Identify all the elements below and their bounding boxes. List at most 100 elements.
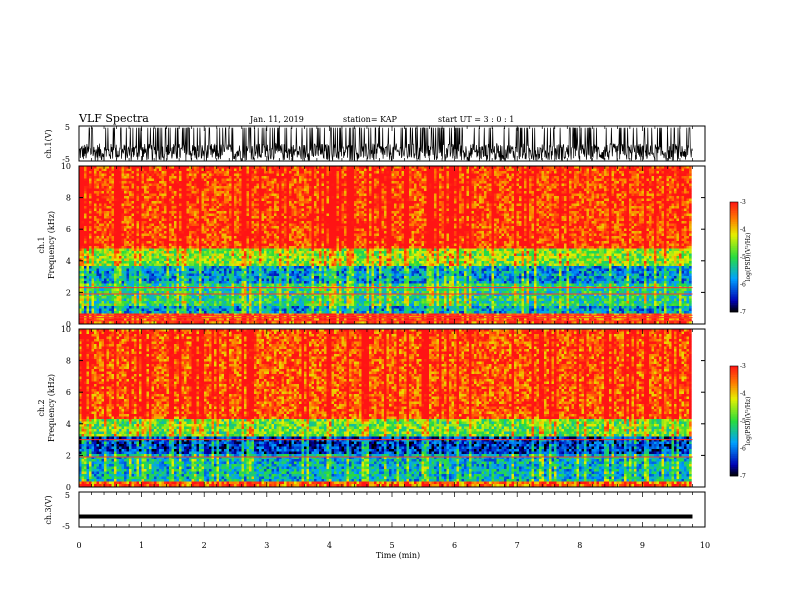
spectrogram-cell	[249, 293, 252, 297]
spectrogram-cell	[156, 233, 160, 237]
spectrogram-cell	[214, 293, 217, 297]
spectrogram-cell	[84, 278, 87, 282]
spectrogram-cell	[154, 303, 157, 307]
spectrogram-cell	[269, 211, 272, 214]
spectrogram-cell	[199, 171, 202, 174]
spectrogram-cell	[259, 273, 262, 277]
spectrogram-cell	[189, 193, 192, 197]
spectrogram-cell	[221, 253, 225, 257]
spectrogram-cell	[259, 281, 262, 284]
spectrogram-cell	[111, 276, 115, 279]
spectrogram-cell	[109, 178, 112, 182]
spectrogram-cell	[151, 171, 155, 174]
spectrogram-cell	[221, 188, 225, 192]
spectrogram-cell	[131, 203, 135, 207]
spectrogram-cell	[236, 273, 240, 277]
spectrogram-cell	[184, 271, 187, 274]
spectrogram-cell	[239, 206, 242, 209]
spectrogram-cell	[184, 253, 187, 257]
spectrogram-cell	[189, 171, 192, 174]
spectrogram-cell	[231, 281, 235, 284]
spectrogram-cell	[106, 291, 110, 294]
spectrogram-cell	[114, 228, 117, 232]
spectrogram-cell	[251, 203, 255, 207]
spectrogram-cell	[194, 238, 197, 242]
spectrogram-cell	[266, 226, 270, 229]
spectrogram-cell	[179, 178, 182, 182]
figure-title: VLF Spectra	[78, 112, 149, 125]
spectrogram-cell	[171, 263, 175, 267]
spectrogram-cell	[146, 311, 150, 314]
spectrogram-cell	[106, 303, 110, 307]
spectrogram-cell	[134, 301, 137, 304]
spectrogram-cell	[146, 321, 150, 324]
spectrogram-cell	[189, 246, 192, 249]
spectrogram-cell	[209, 168, 212, 172]
spectrogram-cell	[256, 218, 260, 222]
spectrogram-cell	[116, 181, 120, 184]
spectrogram-cell	[124, 198, 127, 202]
spectrogram-cell	[224, 296, 227, 299]
spectrogram-cell	[184, 256, 187, 259]
spectrogram-cell	[214, 196, 217, 199]
spectrogram-cell	[91, 253, 95, 257]
spectrogram-cell	[91, 181, 95, 184]
spectrogram-cell	[221, 186, 225, 189]
spectrogram-cell	[156, 271, 160, 274]
spectrogram-cell	[96, 183, 100, 187]
spectrogram-cell	[199, 271, 202, 274]
spectrogram-cell	[189, 318, 192, 322]
spectrogram-cell	[241, 183, 245, 187]
spectrogram-cell	[201, 211, 205, 214]
spectrogram-cell	[234, 256, 237, 259]
spectrogram-cell	[81, 261, 85, 264]
spectrogram-cell	[191, 191, 195, 194]
spectrogram-cell	[244, 271, 247, 274]
spectrogram-cell	[229, 211, 232, 214]
spectrogram-cell	[199, 203, 202, 207]
spectrogram-cell	[96, 241, 100, 244]
spectrogram-cell	[176, 191, 180, 194]
spectrogram-cell	[144, 248, 147, 252]
spectrogram-cell	[249, 258, 252, 262]
spectrogram-cell	[144, 221, 147, 224]
spectrogram-cell	[244, 176, 247, 179]
spectrogram-cell	[156, 221, 160, 224]
spectrogram-cell	[164, 253, 167, 257]
spectrogram-cell	[104, 206, 107, 209]
spectrogram-cell	[126, 168, 130, 172]
spectrogram-cell	[156, 303, 160, 307]
spectrogram-cell	[134, 283, 137, 287]
spectrogram-cell	[236, 211, 240, 214]
spectrogram-cell	[214, 213, 217, 217]
spectrogram-cell	[234, 301, 237, 304]
spectrogram-cell	[194, 318, 197, 322]
spectrogram-cell	[174, 166, 177, 169]
spectrogram-cell	[189, 208, 192, 212]
spectrogram-cell	[261, 223, 265, 227]
spectrogram-cell	[236, 246, 240, 249]
spectrogram-cell	[119, 191, 122, 194]
spectrogram-cell	[219, 306, 222, 309]
spectrogram-cell	[254, 311, 257, 314]
spectrogram-cell	[109, 281, 112, 284]
spectrogram-cell	[234, 291, 237, 294]
spectrogram-cell	[94, 166, 97, 169]
spectrogram-cell	[186, 236, 190, 239]
spectrogram-cell	[204, 211, 207, 214]
spectrogram-cell	[91, 208, 95, 212]
spectrogram-cell	[196, 306, 200, 309]
spectrogram-cell	[106, 246, 110, 249]
spectrogram-cell	[244, 281, 247, 284]
spectrogram-cell	[239, 216, 242, 219]
spectrogram-cell	[251, 178, 255, 182]
spectrogram-cell	[131, 288, 135, 292]
spectrogram-cell	[206, 201, 210, 204]
spectrogram-cell	[224, 256, 227, 259]
spectrogram-cell	[186, 188, 190, 192]
spectrogram-cell	[79, 301, 82, 304]
spectrogram-cell	[246, 238, 250, 242]
spectrogram-cell	[139, 298, 142, 302]
spectrogram-cell	[186, 268, 190, 272]
spectrogram-cell	[119, 261, 122, 264]
